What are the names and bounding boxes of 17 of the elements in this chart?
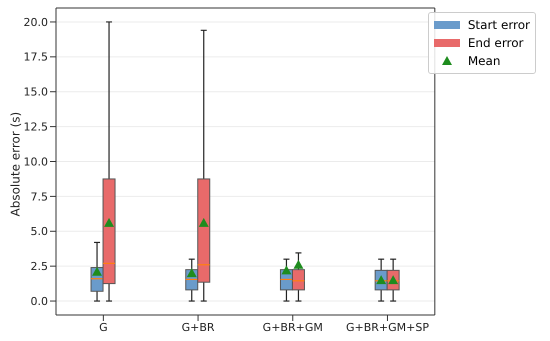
y-tick-label: 0.0 [30, 294, 48, 308]
x-tick-label: G [99, 320, 108, 334]
y-tick-label: 17.5 [24, 50, 48, 64]
y-axis-title: Absolute error (s) [8, 112, 22, 216]
y-tick-label: 10.0 [24, 155, 48, 168]
y-tick-label: 15.0 [24, 86, 48, 99]
legend-label: End error [468, 35, 524, 52]
y-tick-label: 2.5 [30, 260, 48, 274]
y-tick-label: 12.5 [24, 120, 48, 134]
y-tick-label: 5.0 [30, 225, 48, 238]
x-tick-label: G+BR+GM [262, 320, 323, 334]
legend-label: Mean [468, 53, 501, 70]
y-tick-label: 20.0 [24, 16, 48, 29]
legend-label: Start error [468, 17, 530, 34]
x-tick-label: G+BR [182, 320, 215, 334]
y-tick-label: 7.5 [30, 190, 48, 204]
x-tick-label: G+BR+GM+SP [346, 320, 430, 334]
